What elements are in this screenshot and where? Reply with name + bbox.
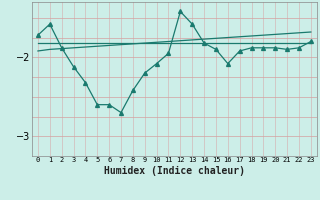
X-axis label: Humidex (Indice chaleur): Humidex (Indice chaleur) [104, 166, 245, 176]
